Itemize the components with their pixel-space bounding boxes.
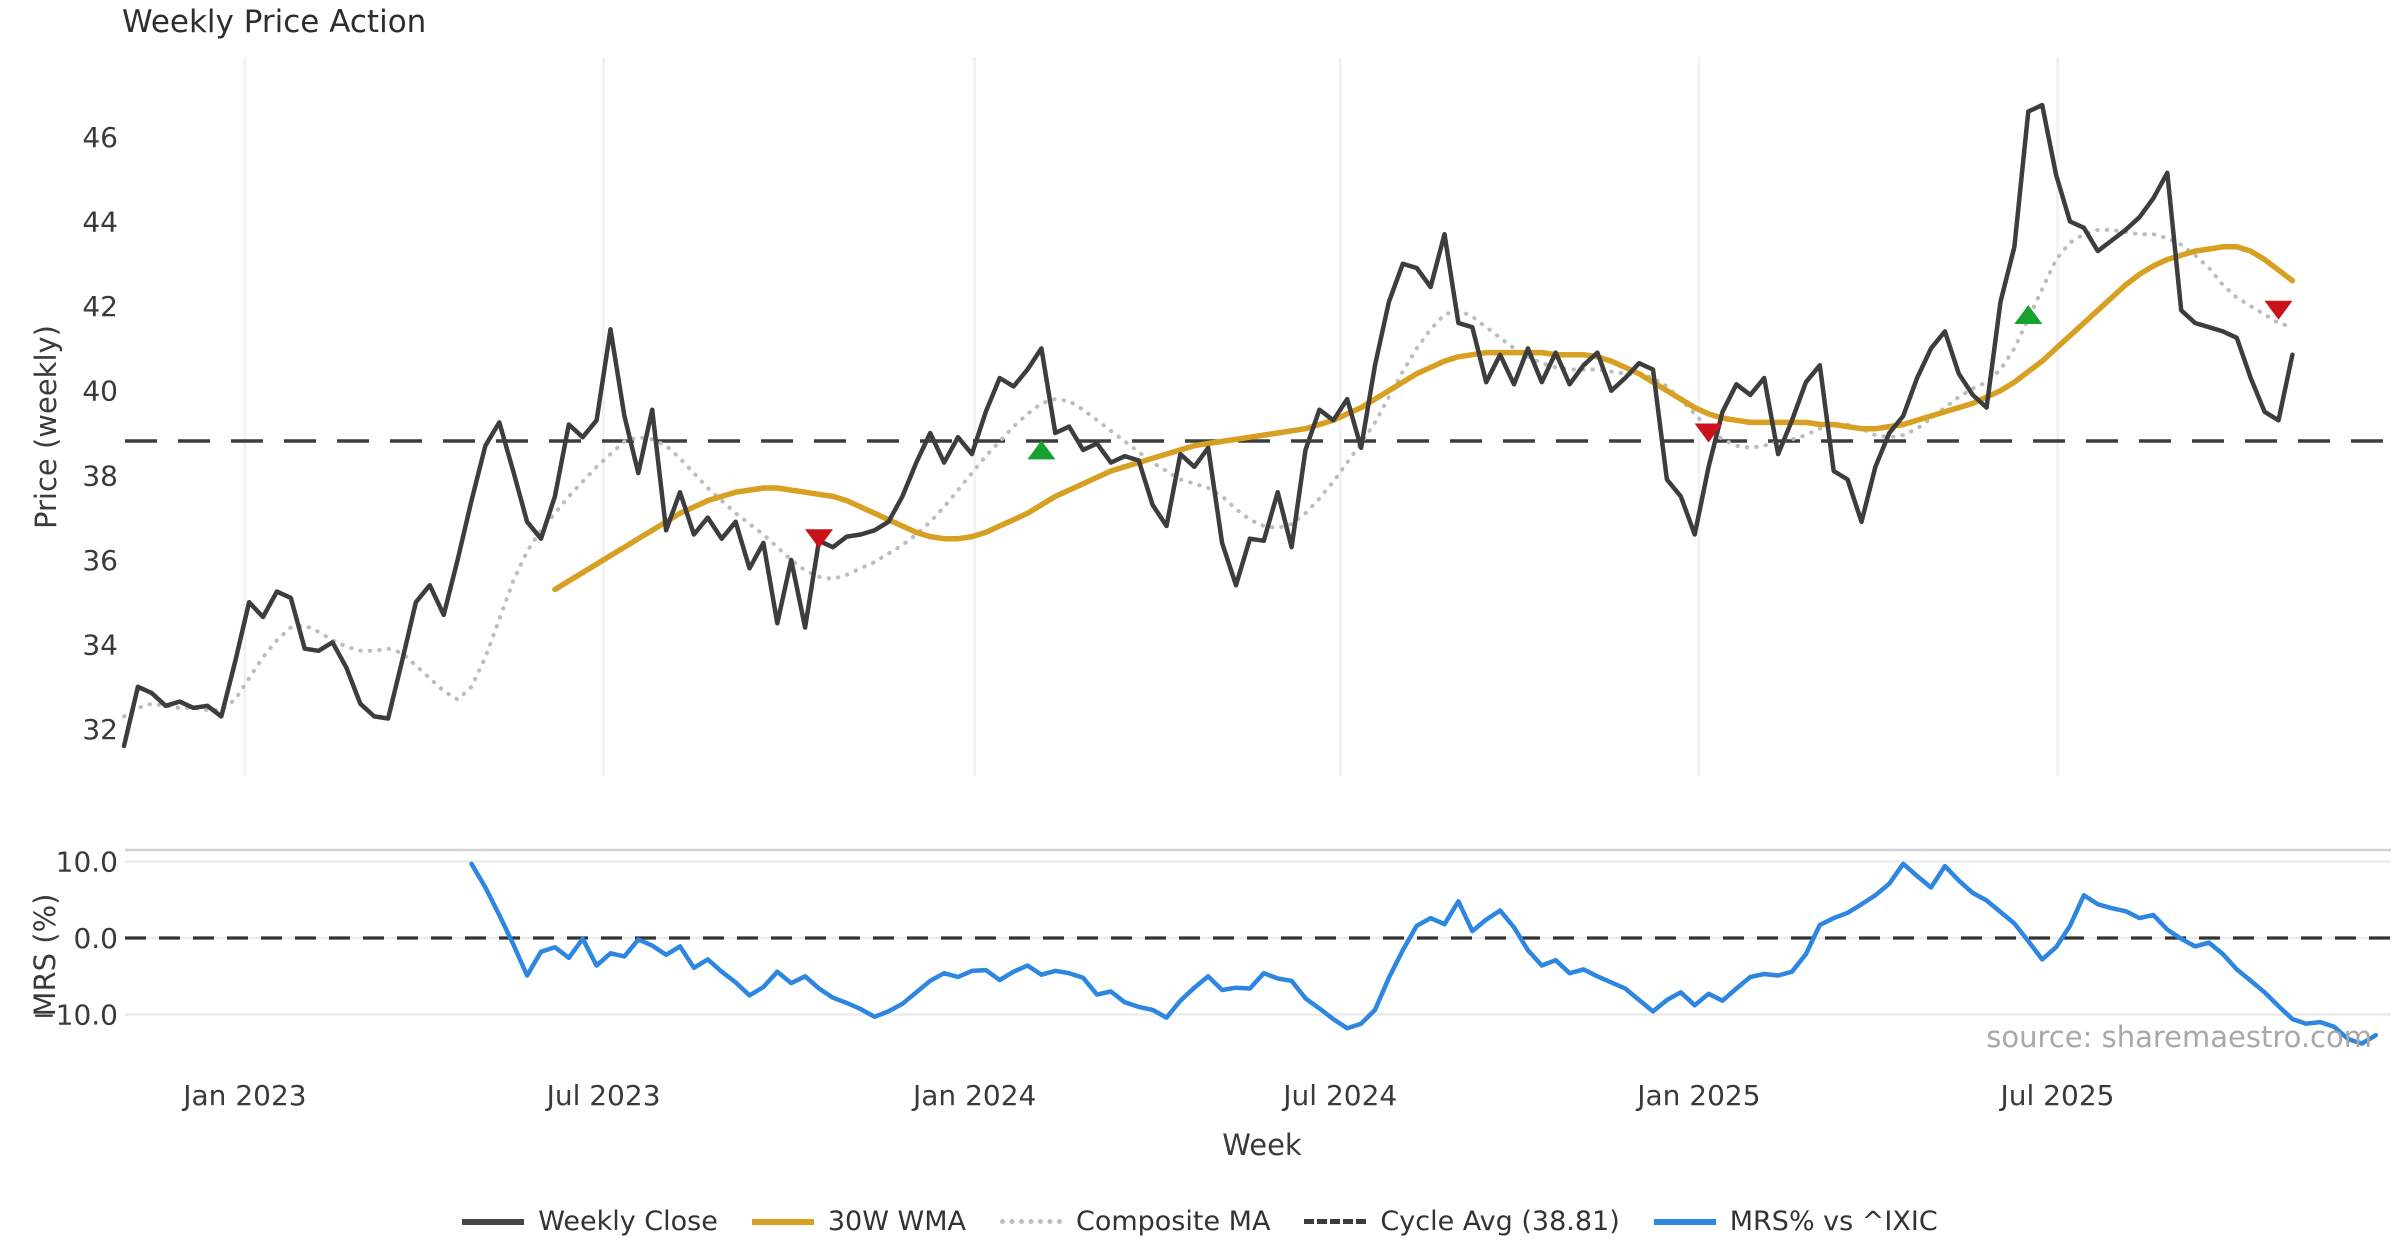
mrs-tick-label: 0.0 [73, 922, 118, 955]
x-tick-label: Jul 2024 [1281, 1079, 1397, 1112]
legend-swatch-dotted-icon [999, 1219, 1062, 1224]
legend-label: Cycle Avg (38.81) [1380, 1206, 1620, 1237]
price-tick-label: 44 [82, 205, 118, 238]
composite-ma-line [122, 227, 2295, 719]
price-tick-label: 42 [82, 290, 118, 323]
x-tick-label: Jan 2023 [181, 1079, 306, 1112]
x-tick-label: Jul 2023 [545, 1079, 661, 1112]
chart-title: Weekly Price Action [122, 4, 427, 40]
price-tick-label: 34 [82, 628, 118, 661]
legend-item: MRS% vs ^IXIC [1653, 1206, 1938, 1237]
legend-item: Composite MA [999, 1206, 1271, 1237]
x-tick-label: Jul 2025 [1999, 1079, 2115, 1112]
legend-item: 30W WMA [751, 1206, 966, 1237]
buy-marker-icon [2014, 305, 2043, 325]
x-tick-label: Jan 2024 [911, 1079, 1036, 1112]
price-tick-label: 32 [82, 713, 118, 746]
buy-marker-icon [1027, 440, 1056, 460]
x-axis-label: Week [1222, 1128, 1302, 1162]
price-tick-label: 38 [82, 459, 118, 492]
mrs-tick-label: 10.0 [56, 846, 118, 879]
legend: Weekly Close 30W WMA Composite MA Cycle Avg… [0, 1206, 2400, 1237]
legend-label: 30W WMA [827, 1206, 966, 1237]
sell-marker-icon [805, 529, 833, 549]
legend-label: Weekly Close [538, 1206, 718, 1237]
legend-label: MRS% vs ^IXIC [1729, 1206, 1938, 1237]
sell-marker-icon [1694, 423, 1723, 443]
price-tick-label: 36 [82, 544, 118, 577]
legend-swatch-solid-icon [751, 1218, 814, 1225]
legend-swatch-solid-icon [462, 1218, 525, 1225]
mrs-line [469, 861, 2379, 1046]
wma30-line [552, 244, 2296, 593]
price-tick-label: 40 [82, 375, 118, 408]
sell-marker-icon [2264, 300, 2293, 320]
legend-swatch-dashed-icon [1304, 1219, 1367, 1224]
legend-item: Weekly Close [462, 1206, 718, 1237]
legend-swatch-solid-icon [1653, 1218, 1716, 1225]
legend-item: Cycle Avg (38.81) [1304, 1206, 1620, 1237]
legend-label: Composite MA [1075, 1206, 1271, 1237]
price-tick-label: 46 [82, 121, 118, 154]
mrs-tick-label: −10.0 [32, 999, 118, 1032]
x-tick-label: Jan 2025 [1635, 1079, 1760, 1112]
weekly-close-line [121, 102, 2295, 749]
source-note: source: sharemaestro.com [1986, 1020, 2372, 1054]
